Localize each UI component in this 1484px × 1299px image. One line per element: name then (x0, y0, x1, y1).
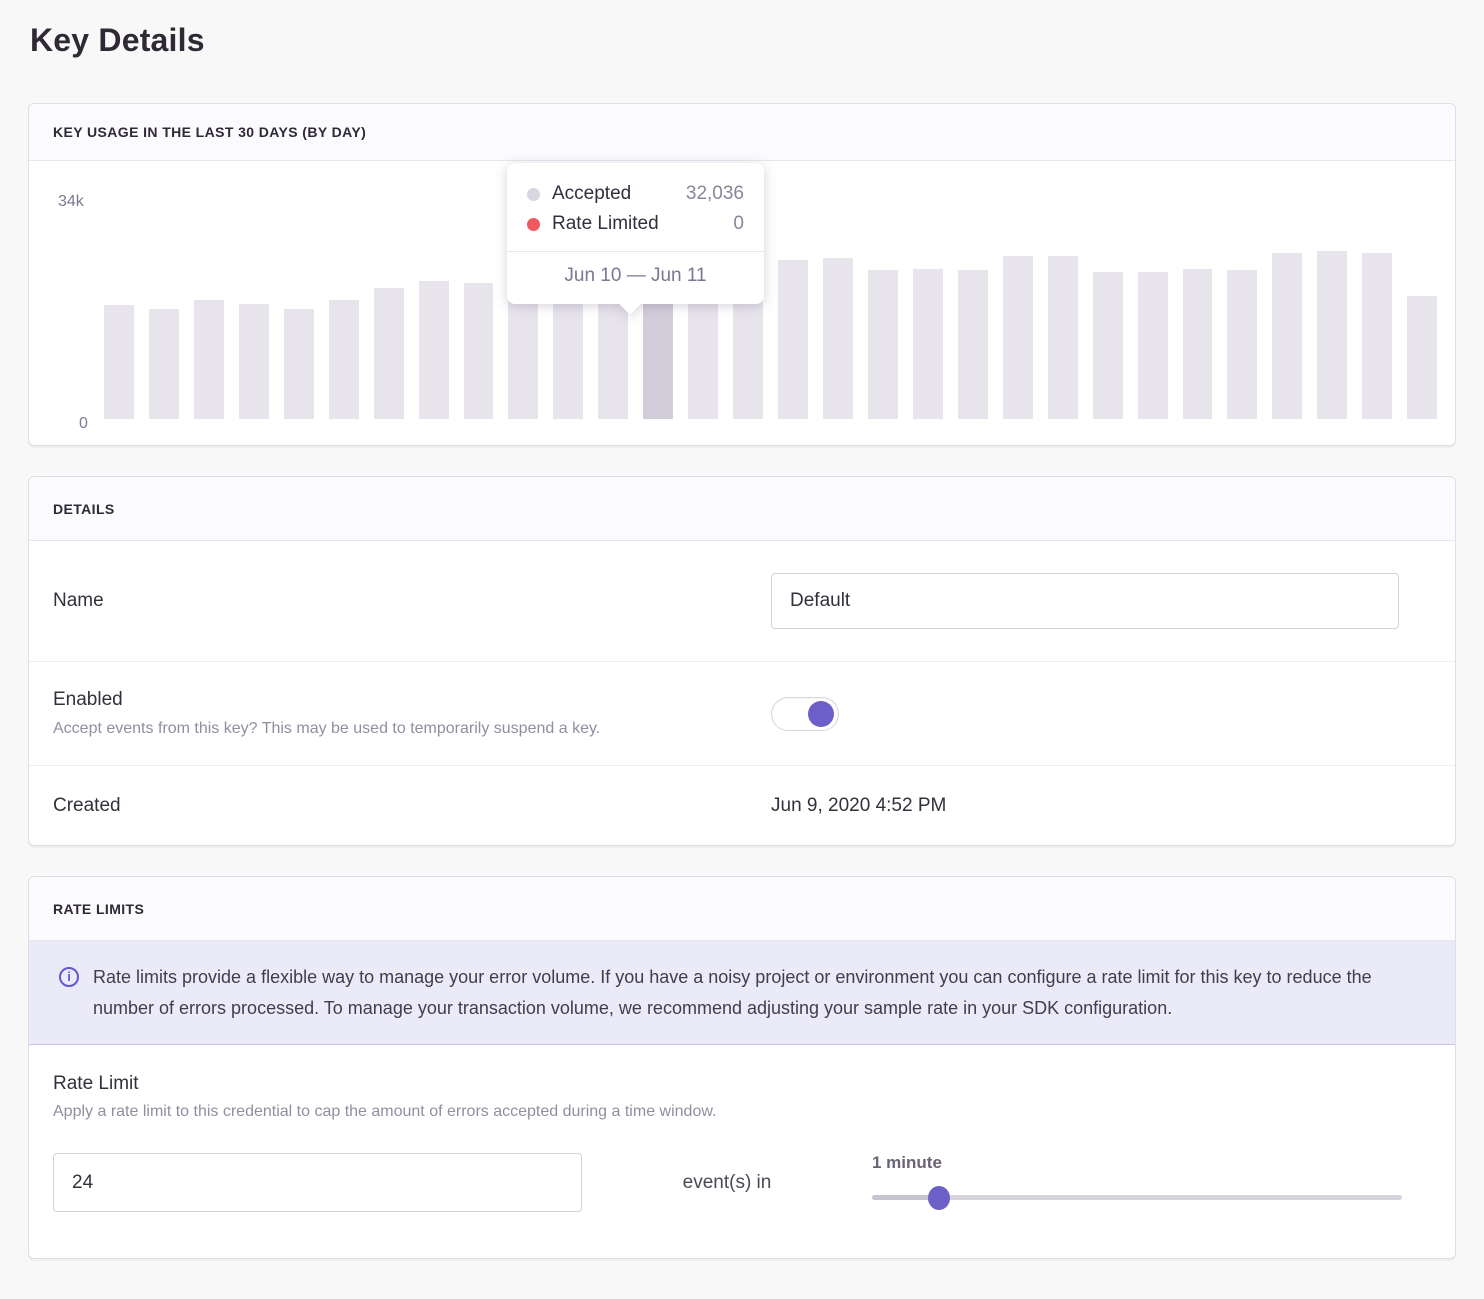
enabled-help-text: Accept events from this key? This may be… (53, 720, 601, 737)
rate-limit-label: Rate Limit (53, 1073, 139, 1094)
chart-tooltip: Accepted 32,036 Rate Limited 0 Jun 10 — … (507, 163, 764, 315)
usage-bar[interactable] (1362, 253, 1393, 419)
rate-limited-label: Rate Limited (552, 213, 659, 234)
usage-bar[interactable] (1407, 296, 1438, 419)
usage-bar[interactable] (1047, 256, 1078, 419)
usage-bar[interactable] (778, 259, 808, 419)
info-circle-icon: i (59, 967, 79, 987)
tooltip-accepted-row: Accepted 32,036 (527, 179, 744, 209)
usage-chart-panel-title: KEY USAGE IN THE LAST 30 DAYS (BY DAY) (53, 124, 367, 140)
usage-bar[interactable] (912, 269, 943, 419)
usage-bar[interactable] (193, 300, 224, 419)
rate-limit-window-label: 1 minute (872, 1153, 942, 1172)
rate-limit-window-slider-group: 1 minute (872, 1151, 1402, 1214)
chart-tooltip-box: Accepted 32,036 Rate Limited 0 Jun 10 — … (507, 163, 764, 304)
usage-bar[interactable] (328, 299, 359, 419)
usage-chart-panel: KEY USAGE IN THE LAST 30 DAYS (BY DAY) 3… (28, 103, 1456, 446)
usage-bar[interactable] (1182, 269, 1213, 419)
usage-bar-chart: 34k 0 Accepted 32,036 Rate Limited (29, 161, 1455, 445)
tooltip-rate-limited-row: Rate Limited 0 (527, 209, 744, 239)
usage-chart-panel-header: KEY USAGE IN THE LAST 30 DAYS (BY DAY) (29, 104, 1455, 161)
usage-bar[interactable] (1272, 253, 1303, 419)
usage-bar[interactable] (508, 286, 539, 419)
enabled-label: Enabled (53, 689, 123, 710)
details-panel-title: DETAILS (53, 500, 115, 517)
rate-limit-unit-label: event(s) in (682, 1171, 772, 1193)
usage-bar[interactable] (373, 288, 404, 419)
details-panel: DETAILS Name Enabled Accept events from … (28, 476, 1456, 846)
tooltip-divider (507, 251, 764, 252)
rate-limits-panel: RATE LIMITS i Rate limits provide a flex… (28, 876, 1456, 1259)
rate-limited-dot-icon (527, 217, 540, 231)
rate-limit-section: Rate Limit Apply a rate limit to this cr… (29, 1045, 1455, 1258)
enabled-toggle-knob[interactable] (808, 700, 834, 727)
usage-bar[interactable] (1317, 251, 1348, 419)
usage-bar[interactable] (867, 270, 898, 419)
name-row: Name (29, 541, 1455, 661)
usage-bar[interactable] (823, 258, 853, 419)
details-panel-header: DETAILS (29, 477, 1455, 541)
usage-bar[interactable] (1092, 272, 1123, 419)
enabled-toggle[interactable] (771, 696, 839, 731)
name-label: Name (53, 590, 104, 611)
bars-container (104, 202, 1438, 419)
y-axis-min-label: 0 (79, 415, 88, 432)
name-input[interactable] (771, 573, 1399, 629)
usage-bar[interactable] (463, 282, 494, 419)
usage-bar[interactable] (553, 287, 584, 419)
accepted-label: Accepted (552, 183, 632, 204)
usage-bar[interactable] (1137, 272, 1168, 419)
rate-limit-controls: event(s) in 1 minute (53, 1151, 1402, 1214)
rate-limit-slider-fill (872, 1195, 939, 1200)
rate-limit-slider-knob[interactable] (927, 1186, 950, 1210)
usage-bar[interactable] (957, 270, 988, 419)
usage-bar[interactable] (418, 281, 449, 419)
page-title: Key Details (30, 22, 205, 58)
usage-bar[interactable] (148, 308, 179, 419)
usage-bar[interactable] (1002, 256, 1033, 419)
rate-limited-value: 0 (733, 213, 744, 234)
usage-bar[interactable] (1227, 270, 1258, 419)
rate-limits-panel-title: RATE LIMITS (53, 900, 145, 917)
usage-bar[interactable] (104, 304, 134, 419)
accepted-value: 32,036 (685, 183, 744, 204)
accepted-dot-icon (527, 187, 540, 201)
tooltip-date-range: Jun 10 — Jun 11 (564, 265, 707, 286)
y-axis-max-label: 34k (58, 193, 84, 210)
created-value: Jun 9, 2020 4:52 PM (771, 794, 947, 816)
rate-limits-info-text: Rate limits provide a flexible way to ma… (93, 967, 1372, 1018)
enabled-row: Enabled Accept events from this key? Thi… (29, 661, 1455, 765)
created-label: Created (53, 794, 121, 816)
created-row: Created Jun 9, 2020 4:52 PM (29, 765, 1455, 845)
rate-limits-info-alert: i Rate limits provide a flexible way to … (29, 941, 1455, 1045)
rate-limit-slider-track[interactable] (872, 1186, 1402, 1210)
usage-bar[interactable] (238, 303, 269, 419)
usage-bar[interactable] (283, 309, 314, 419)
rate-limit-count-input[interactable] (53, 1153, 582, 1212)
rate-limits-panel-header: RATE LIMITS (29, 877, 1455, 941)
rate-limit-help-text: Apply a rate limit to this credential to… (53, 1103, 717, 1120)
